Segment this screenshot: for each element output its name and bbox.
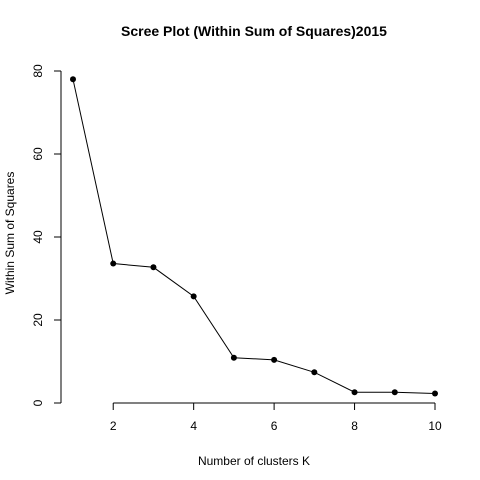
data-point	[271, 356, 278, 363]
x-tick-label: 6	[271, 419, 278, 433]
y-axis: 0 20 40 60 80	[31, 64, 62, 406]
y-tick-label: 40	[31, 230, 45, 244]
series-line	[72, 79, 436, 394]
x-tick-label: 2	[110, 419, 117, 433]
data-point	[351, 389, 358, 396]
data-point	[311, 369, 318, 376]
plot-area	[70, 76, 438, 397]
data-point	[110, 260, 117, 267]
y-axis-label: Within Sum of Squares	[3, 172, 17, 295]
y-tick-label: 80	[31, 64, 45, 78]
x-tick-label: 10	[428, 419, 442, 433]
y-tick-label: 0	[31, 399, 45, 406]
data-point	[230, 354, 237, 361]
y-tick-label: 20	[31, 313, 45, 327]
x-tick-label: 8	[351, 419, 358, 433]
data-point	[432, 390, 438, 397]
x-axis: 2 4 6 8 10	[110, 402, 442, 433]
x-axis-label: Number of clusters K	[198, 454, 310, 468]
x-tick-label: 4	[190, 419, 197, 433]
data-point	[150, 264, 157, 271]
y-tick-label: 60	[31, 147, 45, 161]
data-point	[391, 389, 398, 396]
chart-title: Scree Plot (Within Sum of Squares)2015	[121, 23, 387, 39]
data-point	[190, 293, 197, 300]
data-point	[70, 76, 76, 83]
